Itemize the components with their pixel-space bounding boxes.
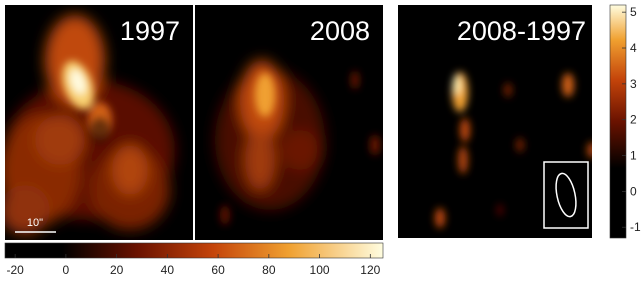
panel-label: 1997: [120, 16, 180, 46]
tick-label: -20: [6, 263, 24, 277]
tick-label: 20: [110, 263, 124, 277]
panel-label: 2008: [310, 16, 370, 46]
tick-label: -1: [630, 220, 641, 234]
tick-label: 1: [630, 149, 637, 163]
tick-label: 3: [630, 77, 637, 91]
tick-label: 5: [630, 5, 637, 19]
tick-label: 80: [262, 263, 276, 277]
tick-label: 0: [630, 184, 637, 198]
colorbar: [5, 243, 383, 258]
tick-label: 2: [630, 113, 637, 127]
scale-bar-label: 10": [27, 217, 43, 229]
figure: 1997 2008 2008-1997 10" -200204060801001…: [0, 0, 642, 282]
tick-label: 100: [310, 263, 330, 277]
colorbar: [610, 5, 626, 238]
tick-label: 40: [161, 263, 175, 277]
tick-label: 60: [211, 263, 225, 277]
tick-label: 4: [630, 41, 637, 55]
panel-label: 2008-1997: [457, 16, 586, 46]
tick-label: 0: [63, 263, 70, 277]
tick-label: 120: [360, 263, 380, 277]
